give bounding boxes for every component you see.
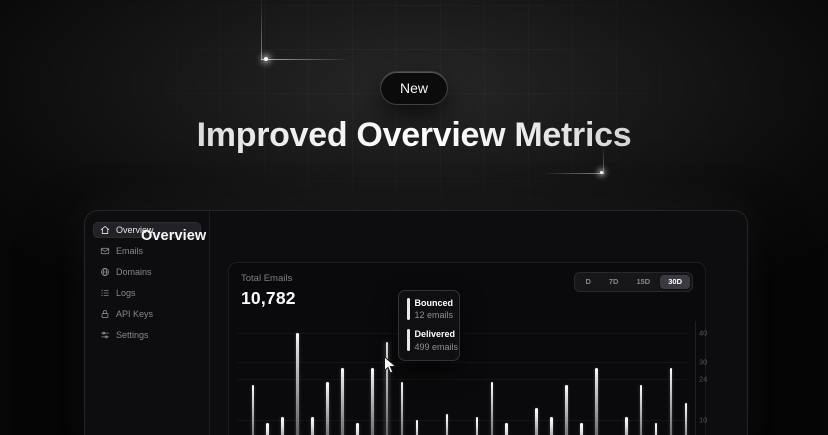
decorative-glow-dot <box>264 57 268 61</box>
chart-bar[interactable] <box>281 417 284 435</box>
sidebar-item-label: Domains <box>116 267 152 277</box>
card-header: Total Emails 10,782 D 7D 15D 30D <box>241 272 693 309</box>
sidebar-item-label: Settings <box>116 330 149 340</box>
chart-bar[interactable] <box>490 382 494 435</box>
sidebar-item-overview[interactable]: Overview <box>93 222 201 238</box>
chart-plot: 40 30 24 10 <box>237 321 707 435</box>
y-axis-tick: 10 <box>699 415 708 425</box>
tooltip-text: Bounced 12 emails <box>415 298 454 321</box>
tooltip-text: Delivered 499 emails <box>415 329 459 352</box>
chart-bar[interactable] <box>639 385 643 435</box>
tooltip-accent-bar <box>407 298 410 320</box>
chart-bar[interactable] <box>371 367 374 435</box>
chart-bar[interactable] <box>311 417 314 435</box>
gridline <box>237 362 687 363</box>
lock-icon <box>100 309 110 319</box>
metric-block: Total Emails 10,782 <box>241 273 296 309</box>
gridline <box>237 333 687 334</box>
chart-tooltip: Bounced 12 emails Delivered 499 emails <box>398 290 460 361</box>
y-axis-tick: 24 <box>699 374 708 384</box>
mouse-cursor <box>384 356 397 374</box>
sliders-icon <box>100 330 110 340</box>
sidebar-item-label: Overview <box>116 225 154 235</box>
chart-bar[interactable] <box>326 382 329 435</box>
chart-bar[interactable] <box>625 417 628 435</box>
chart-bar[interactable] <box>550 417 553 435</box>
y-axis-tick: 40 <box>699 328 708 338</box>
decorative-line <box>261 59 347 60</box>
hero-title: Improved Overview Metrics <box>0 116 828 155</box>
chart-bar[interactable] <box>400 382 404 435</box>
logs-icon <box>100 288 110 298</box>
chart-bar[interactable] <box>535 408 538 435</box>
chart-bar[interactable] <box>565 385 568 435</box>
chart-bar[interactable] <box>296 333 299 435</box>
tooltip-series-value: 12 emails <box>414 310 454 321</box>
chart-bar[interactable] <box>445 414 449 435</box>
chart-bar[interactable] <box>356 422 359 435</box>
range-option-15d[interactable]: 15D <box>628 275 658 289</box>
sidebar: Overview Emails Domains Logs API Keys Setting… <box>85 211 210 435</box>
sidebar-item-label: Logs <box>116 288 136 298</box>
tooltip-entry-delivered: Delivered 499 emails <box>407 329 458 352</box>
decorative-glow-dot <box>600 171 603 174</box>
sidebar-item-api-keys[interactable]: API Keys <box>93 306 201 322</box>
sidebar-item-settings[interactable]: Settings <box>93 327 201 343</box>
sidebar-item-emails[interactable]: Emails <box>93 243 201 259</box>
y-axis-line <box>695 321 696 435</box>
range-option-d[interactable]: D <box>577 275 598 289</box>
tooltip-series-name: Bounced <box>414 298 454 308</box>
y-axis-tick: 30 <box>699 357 708 367</box>
sidebar-item-logs[interactable]: Logs <box>93 285 201 301</box>
chart-bar[interactable] <box>684 402 688 435</box>
chart-bar[interactable] <box>266 422 269 435</box>
globe-icon <box>100 267 110 277</box>
page-title: Overview <box>141 228 207 244</box>
chart-bar[interactable] <box>385 341 389 435</box>
range-option-30d[interactable]: 30D <box>660 275 690 289</box>
tooltip-entry-bounced: Bounced 12 emails <box>407 298 454 321</box>
new-badge: New <box>379 71 449 105</box>
tooltip-series-value: 499 emails <box>414 341 459 352</box>
chart-bar[interactable] <box>415 420 419 435</box>
home-icon <box>100 225 110 235</box>
sidebar-item-label: API Keys <box>116 309 154 319</box>
tooltip-series-name: Delivered <box>414 329 456 340</box>
chart-bar[interactable] <box>505 422 508 435</box>
chart-bar[interactable] <box>580 422 583 435</box>
chart-bar[interactable] <box>341 367 344 435</box>
gridline <box>237 420 687 421</box>
tooltip-accent-bar <box>407 329 410 352</box>
total-emails-card: Total Emails 10,782 D 7D 15D 30D 40 30 24 10 B… <box>228 262 707 435</box>
metric-label: Total Emails <box>241 273 293 284</box>
sidebar-item-label: Emails <box>116 246 144 256</box>
mail-icon <box>100 246 110 256</box>
chart-bar[interactable] <box>654 422 658 435</box>
sidebar-item-domains[interactable]: Domains <box>93 264 201 280</box>
chart-bar[interactable] <box>669 367 673 435</box>
chart-bar[interactable] <box>251 385 254 435</box>
decorative-line <box>545 173 604 174</box>
window-overlay: Total Emails 10,782 D 7D 15D 30D 40 30 24 10 B… <box>84 210 746 435</box>
chart-bar[interactable] <box>595 367 598 435</box>
chart-bar[interactable] <box>475 417 479 435</box>
range-selector: D 7D 15D 30D <box>574 272 693 292</box>
range-option-7d[interactable]: 7D <box>601 275 627 289</box>
decorative-line <box>261 0 262 59</box>
gridline <box>237 379 687 381</box>
metric-value: 10,782 <box>241 288 296 308</box>
